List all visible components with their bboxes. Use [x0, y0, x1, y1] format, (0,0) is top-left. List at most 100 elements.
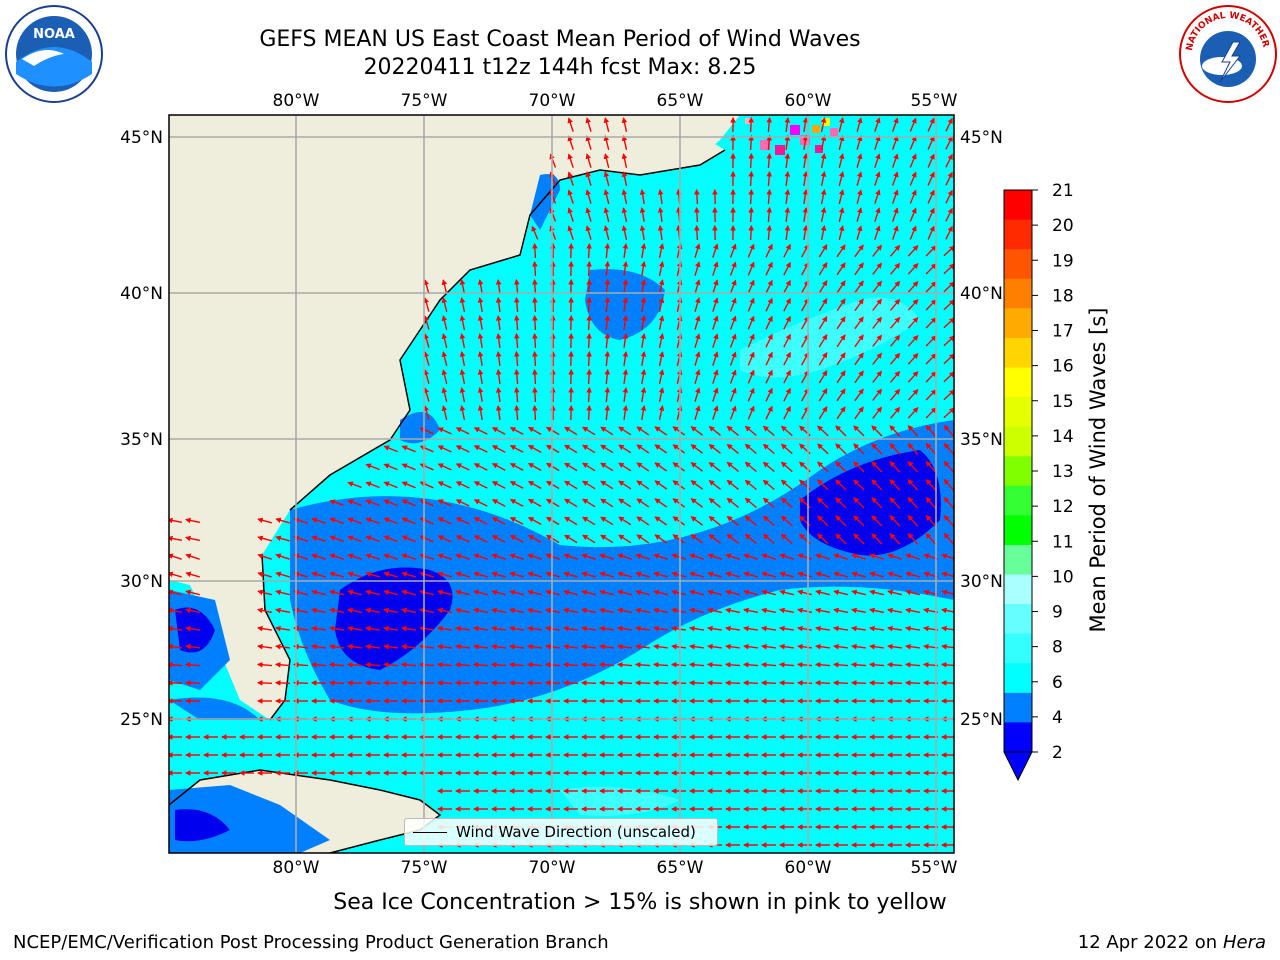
wind-wave-arrow	[635, 589, 650, 596]
wind-wave-arrow	[581, 571, 596, 578]
wind-wave-arrow	[943, 263, 954, 275]
wind-wave-arrow	[760, 661, 777, 668]
wind-wave-arrow	[441, 405, 448, 420]
lon-tick: 60°W	[785, 91, 832, 111]
wind-wave-arrow	[726, 443, 739, 454]
wind-wave-arrow	[600, 426, 614, 436]
wind-wave-arrow	[636, 480, 650, 490]
wind-wave-arrow	[835, 533, 847, 545]
wind-wave-arrow	[851, 607, 867, 614]
wind-wave-arrow	[887, 553, 902, 560]
wind-wave-arrow	[945, 153, 953, 168]
wind-wave-arrow	[600, 498, 614, 508]
wind-wave-arrow	[490, 625, 507, 632]
wind-wave-arrow	[872, 244, 882, 257]
wind-wave-arrow	[365, 589, 380, 596]
wind-wave-arrow	[762, 425, 775, 437]
wind-wave-arrow	[871, 425, 883, 437]
wind-wave-arrow	[473, 463, 488, 471]
wind-wave-arrow	[747, 315, 755, 330]
wind-wave-arrow	[527, 462, 542, 472]
colorbar-tick-label: 10	[1052, 567, 1074, 587]
colorbar-swatch	[1004, 633, 1032, 664]
wind-wave-arrow	[423, 315, 430, 330]
wind-wave-arrow	[814, 661, 831, 668]
wind-wave-arrow	[854, 262, 864, 276]
wind-wave-arrow	[582, 426, 596, 436]
wind-wave-arrow	[639, 206, 646, 223]
wind-wave-arrow	[779, 553, 794, 560]
wind-wave-arrow	[856, 207, 863, 222]
wind-wave-arrow	[856, 153, 863, 168]
wind-wave-arrow	[423, 351, 430, 366]
lat-tick: 30°N	[960, 572, 1003, 592]
wind-wave-arrow	[874, 207, 881, 222]
wind-wave-arrow	[490, 680, 507, 686]
wind-wave-arrow	[567, 135, 574, 150]
wind-wave-arrow	[836, 262, 846, 276]
wind-wave-arrow	[532, 368, 538, 385]
wind-wave-arrow	[311, 589, 326, 596]
wind-wave-arrow	[835, 479, 847, 491]
wind-wave-arrow	[564, 498, 578, 508]
wind-wave-arrow	[419, 607, 435, 614]
wind-wave-arrow	[943, 407, 954, 419]
wind-wave-arrow	[797, 553, 812, 560]
wind-wave-arrow	[383, 589, 398, 596]
lon-tick: 60°W	[785, 858, 832, 878]
wind-wave-arrow	[802, 152, 809, 169]
wind-wave-arrow	[747, 387, 755, 402]
wind-wave-arrow	[401, 481, 416, 489]
wind-wave-arrow	[820, 135, 827, 151]
wind-wave-arrow	[712, 297, 719, 312]
wind-wave-arrow	[598, 661, 615, 668]
coastline	[261, 149, 726, 721]
wind-wave-arrow	[455, 553, 470, 560]
wind-wave-arrow	[636, 534, 650, 544]
wind-wave-arrow	[459, 369, 466, 385]
wind-wave-arrow	[658, 279, 665, 294]
wind-wave-arrow	[563, 607, 579, 614]
wind-wave-arrow	[742, 680, 759, 686]
wind-wave-arrow	[889, 461, 901, 473]
wind-wave-arrow	[585, 207, 592, 222]
wind-wave-arrow	[907, 334, 919, 347]
wind-wave-arrow	[473, 427, 488, 435]
wind-wave-arrow	[491, 553, 506, 560]
wind-wave-arrow	[869, 571, 884, 578]
wind-wave-arrow	[459, 297, 466, 313]
wind-wave-arrow	[891, 225, 899, 240]
wind-wave-arrow	[364, 680, 381, 686]
wind-wave-arrow	[833, 607, 849, 614]
wind-wave-arrow	[943, 353, 954, 365]
wind-wave-arrow	[441, 333, 448, 348]
lat-tick: 40°N	[120, 284, 163, 304]
wind-wave-arrow	[617, 571, 632, 578]
wind-wave-arrow	[567, 189, 574, 204]
wind-wave-arrow	[854, 352, 864, 366]
wind-wave-arrow	[872, 298, 882, 311]
wind-wave-arrow	[907, 406, 919, 419]
wind-wave-arrow	[185, 607, 201, 614]
wind-wave-arrow	[779, 571, 794, 578]
wind-wave-arrow	[622, 278, 629, 295]
wind-wave-arrow	[598, 643, 614, 650]
wind-wave-arrow	[618, 534, 632, 544]
wind-wave-arrow	[818, 388, 828, 402]
wind-wave-arrow	[622, 242, 629, 259]
wind-wave-arrow	[927, 171, 935, 186]
wind-wave-arrow	[365, 463, 380, 471]
wind-wave-arrow	[586, 278, 592, 295]
wind-wave-arrow	[347, 535, 362, 543]
wind-wave-arrow	[477, 368, 484, 385]
colorbar-tick-label: 16	[1052, 357, 1074, 377]
wind-wave-arrow	[726, 533, 739, 544]
wind-wave-arrow	[437, 463, 452, 471]
wind-wave-arrow	[473, 589, 488, 596]
wind-wave-arrow	[640, 386, 647, 403]
wind-wave-arrow	[636, 516, 650, 526]
wind-wave-arrow	[818, 406, 828, 420]
wind-wave-arrow	[418, 661, 435, 668]
wind-wave-arrow	[927, 207, 935, 222]
colorbar-tick-label: 4	[1052, 708, 1063, 728]
